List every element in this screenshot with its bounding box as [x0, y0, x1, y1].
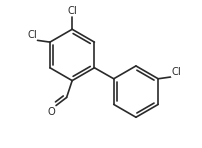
Text: Cl: Cl: [170, 67, 180, 77]
Text: O: O: [47, 107, 55, 117]
Text: Cl: Cl: [27, 30, 37, 40]
Text: Cl: Cl: [67, 6, 77, 16]
